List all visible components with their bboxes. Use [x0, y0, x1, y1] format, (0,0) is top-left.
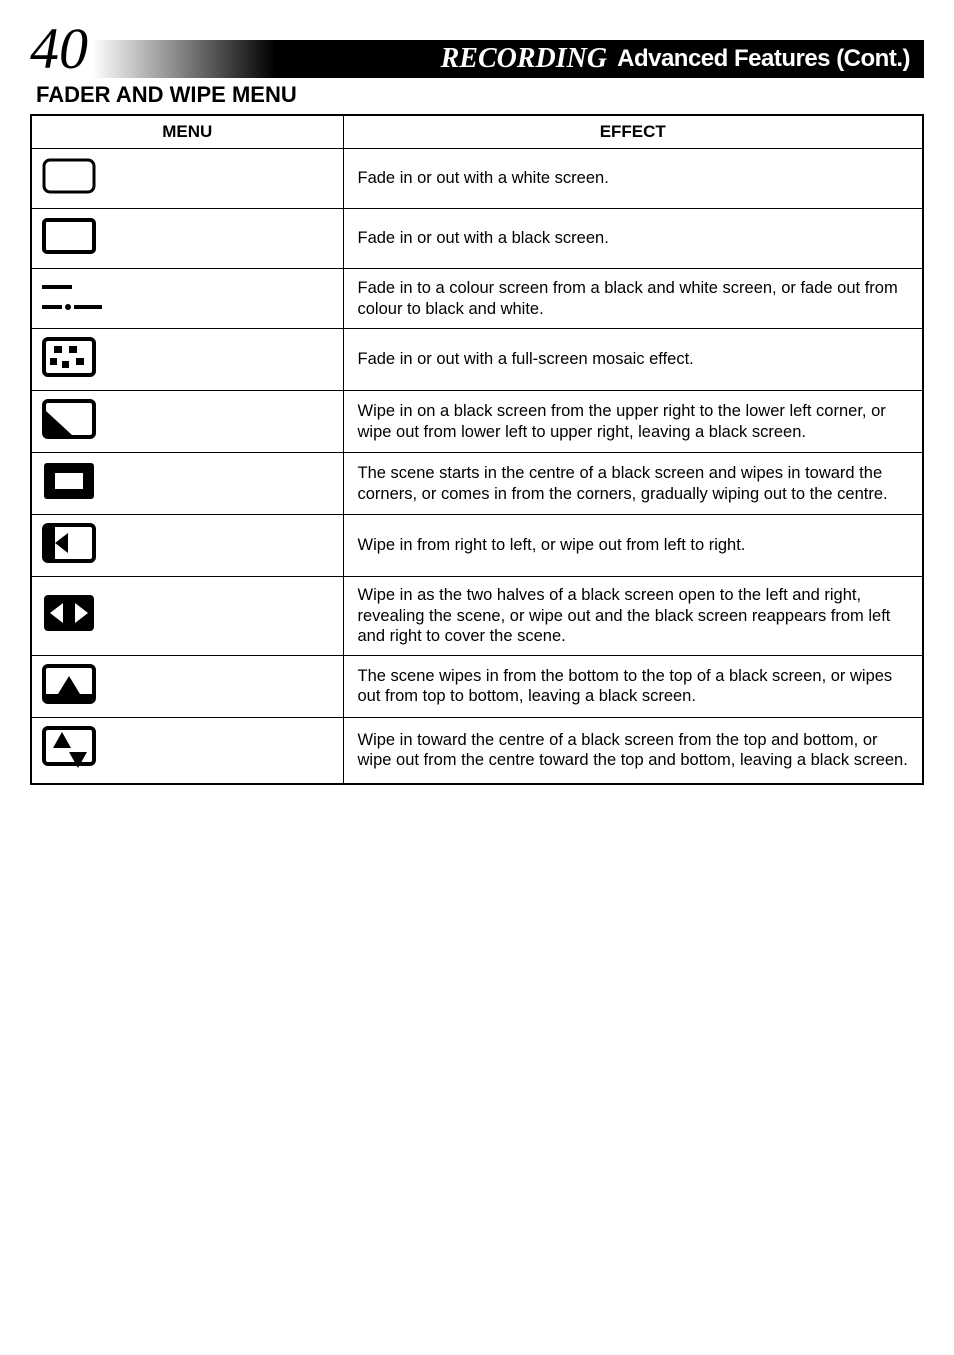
title-bar: RECORDING Advanced Features (Cont.): [92, 40, 924, 78]
table-row: The scene wipes in from the bottom to th…: [31, 655, 923, 717]
effect-text: The scene starts in the centre of a blac…: [343, 453, 923, 515]
effect-text: Fade in or out with a full-screen mosaic…: [343, 329, 923, 391]
menu-icon-cell: [31, 717, 343, 784]
table-row: Wipe in toward the centre of a black scr…: [31, 717, 923, 784]
col-header-effect: EFFECT: [343, 115, 923, 149]
effect-text: Fade in or out with a black screen.: [343, 209, 923, 269]
menu-icon-cell: [31, 269, 343, 329]
menu-icon-cell: [31, 149, 343, 209]
col-header-menu: MENU: [31, 115, 343, 149]
table-row: Wipe in on a black screen from the upper…: [31, 391, 923, 453]
menu-icon-cell: [31, 515, 343, 577]
effect-text: Fade in to a colour screen from a black …: [343, 269, 923, 329]
table-row: Fade in or out with a white screen.: [31, 149, 923, 209]
table-row: The scene starts in the centre of a blac…: [31, 453, 923, 515]
page-number: 40: [30, 20, 88, 78]
section-subheading: FADER AND WIPE MENU: [36, 82, 924, 108]
effect-text: Wipe in from right to left, or wipe out …: [343, 515, 923, 577]
menu-icon-cell: [31, 391, 343, 453]
up-arrow-icon: [42, 664, 96, 709]
table-row: Wipe in as the two halves of a black scr…: [31, 577, 923, 656]
bw-dot-icon: [42, 281, 102, 316]
title-secondary: Advanced Features (Cont.): [617, 45, 910, 73]
table-row: Wipe in from right to left, or wipe out …: [31, 515, 923, 577]
menu-icon-cell: [31, 453, 343, 515]
diag-wipe-icon: [42, 399, 96, 444]
menu-icon-cell: [31, 655, 343, 717]
title-primary: RECORDING: [441, 43, 607, 75]
mosaic-icon: [42, 337, 96, 382]
fader-wipe-table: MENU EFFECT Fade in or out with a white …: [30, 114, 924, 785]
menu-icon-cell: [31, 209, 343, 269]
lr-arrows-icon: [42, 593, 96, 638]
effect-text: Wipe in toward the centre of a black scr…: [343, 717, 923, 784]
effect-text: Fade in or out with a white screen.: [343, 149, 923, 209]
menu-icon-cell: [31, 577, 343, 656]
black-rect-outline-icon: [42, 218, 96, 259]
ud-arrows-icon: [42, 726, 96, 775]
left-arrow-icon: [42, 523, 96, 568]
white-rect-icon: [42, 158, 96, 199]
page-header: 40 RECORDING Advanced Features (Cont.): [30, 20, 924, 78]
effect-text: The scene wipes in from the bottom to th…: [343, 655, 923, 717]
table-row: Fade in or out with a black screen.: [31, 209, 923, 269]
effect-text: Wipe in as the two halves of a black scr…: [343, 577, 923, 656]
table-row: Fade in to a colour screen from a black …: [31, 269, 923, 329]
menu-icon-cell: [31, 329, 343, 391]
table-row: Fade in or out with a full-screen mosaic…: [31, 329, 923, 391]
center-box-icon: [42, 461, 96, 506]
effect-text: Wipe in on a black screen from the upper…: [343, 391, 923, 453]
